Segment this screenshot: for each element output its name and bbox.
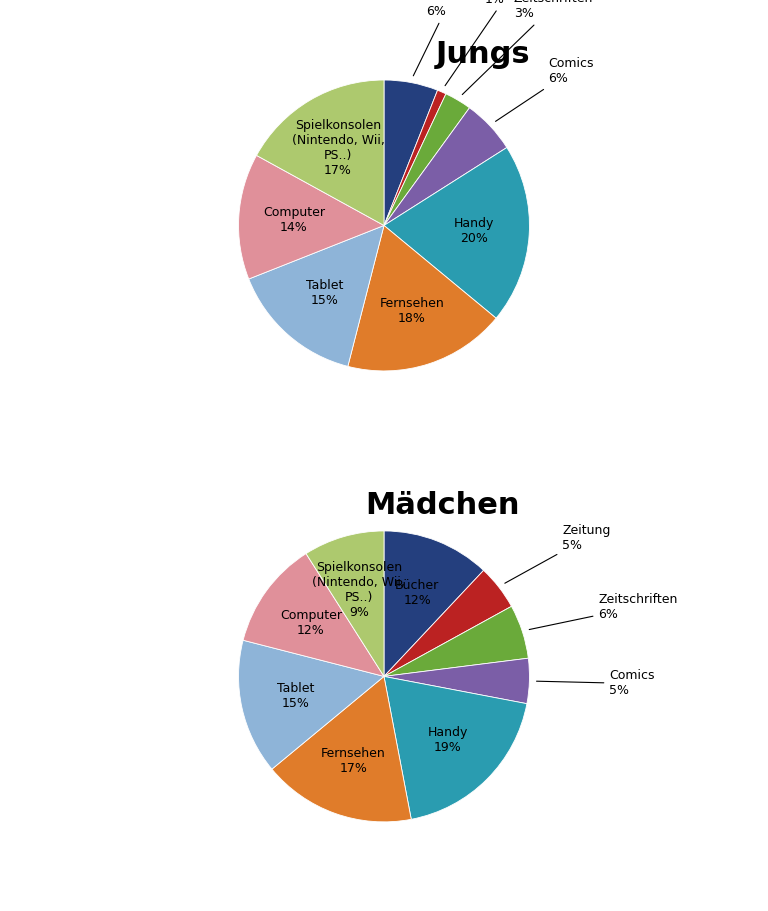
Wedge shape: [384, 80, 438, 225]
Text: Fernsehen
17%: Fernsehen 17%: [321, 747, 386, 775]
Wedge shape: [384, 107, 507, 225]
Wedge shape: [384, 90, 446, 225]
Text: Handy
19%: Handy 19%: [428, 726, 468, 754]
Text: Tablet
15%: Tablet 15%: [277, 682, 315, 710]
Text: Spielkonsolen
(Nintendo, Wii,
PS..)
9%: Spielkonsolen (Nintendo, Wii, PS..) 9%: [313, 561, 406, 619]
Wedge shape: [384, 676, 527, 819]
Text: Spielkonsolen
(Nintendo, Wii,
PS..)
17%: Spielkonsolen (Nintendo, Wii, PS..) 17%: [292, 118, 385, 177]
Wedge shape: [239, 156, 384, 279]
Text: Comics
6%: Comics 6%: [495, 57, 594, 121]
Text: Mädchen: Mädchen: [365, 490, 519, 519]
Text: Zeitung
5%: Zeitung 5%: [505, 524, 611, 583]
Text: Zeitschriften
3%: Zeitschriften 3%: [462, 0, 593, 95]
Text: Computer
14%: Computer 14%: [263, 206, 325, 234]
Text: Handy
20%: Handy 20%: [454, 217, 494, 245]
Wedge shape: [243, 554, 384, 676]
Wedge shape: [272, 676, 411, 822]
Text: Fernsehen
18%: Fernsehen 18%: [379, 297, 444, 325]
Wedge shape: [239, 640, 384, 769]
Wedge shape: [384, 607, 528, 676]
Wedge shape: [384, 531, 484, 676]
Wedge shape: [348, 225, 496, 371]
Wedge shape: [257, 80, 384, 225]
Wedge shape: [249, 225, 384, 366]
Text: Comics
5%: Comics 5%: [537, 670, 655, 698]
Text: Bücher
6%: Bücher 6%: [413, 0, 471, 76]
Text: Bücher
12%: Bücher 12%: [395, 578, 439, 607]
Wedge shape: [306, 531, 384, 676]
Wedge shape: [384, 570, 511, 676]
Text: Tablet
15%: Tablet 15%: [306, 279, 343, 307]
Wedge shape: [384, 658, 529, 703]
Wedge shape: [384, 94, 469, 225]
Text: Zeitschriften
6%: Zeitschriften 6%: [529, 593, 678, 630]
Wedge shape: [384, 148, 529, 318]
Text: Computer
12%: Computer 12%: [280, 609, 342, 638]
Text: Jungs: Jungs: [435, 39, 530, 68]
Text: Zeitung
1%: Zeitung 1%: [445, 0, 534, 86]
